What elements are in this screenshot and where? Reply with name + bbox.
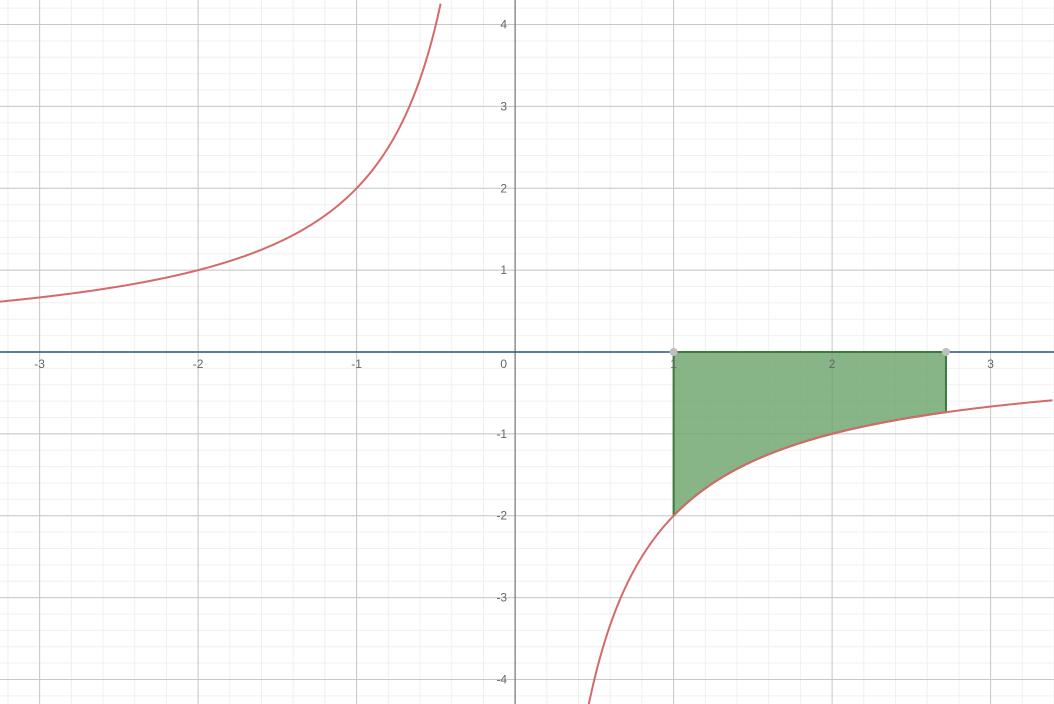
x-tick-label: -2 [193, 357, 204, 371]
y-tick-label: -1 [496, 427, 507, 441]
y-tick-label: 3 [500, 99, 507, 113]
x-tick-label: -3 [34, 357, 45, 371]
origin-label: 0 [500, 357, 507, 371]
y-tick-label: -2 [496, 509, 507, 523]
y-tick-label: -3 [496, 591, 507, 605]
y-tick-label: 4 [500, 18, 507, 32]
x-tick-label: 3 [987, 357, 994, 371]
region-endpoint-0 [670, 348, 678, 356]
y-tick-label: 2 [500, 181, 507, 195]
x-tick-label: 2 [829, 357, 836, 371]
x-tick-label: -1 [351, 357, 362, 371]
y-tick-label: 1 [500, 263, 507, 277]
x-tick-label: 1 [670, 357, 677, 371]
region-endpoint-1 [942, 348, 950, 356]
y-tick-label: -4 [496, 672, 507, 686]
